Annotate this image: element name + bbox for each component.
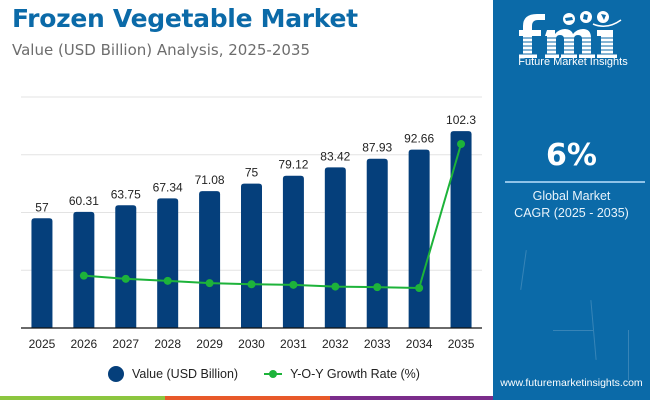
bar-label-2030: 75 [245, 166, 259, 180]
growth-point-2035 [457, 140, 466, 148]
legend: Value (USD Billion) Y-O-Y Growth Rate (%… [108, 366, 446, 382]
x-tick-label-2028: 2028 [154, 337, 181, 351]
x-axis: 2025 2026 2027 2028 2029 2030 2031 2032 2033 2034… [21, 327, 482, 351]
divider [505, 181, 645, 183]
fmi-logo [517, 11, 629, 58]
bar-2032 [324, 167, 346, 328]
growth-point-2026 [79, 271, 88, 280]
bar-label-2026: 60.31 [69, 194, 99, 208]
growth-point-2027 [121, 274, 130, 283]
color-strip-orange [165, 396, 330, 400]
legend-label-value: Value (USD Billion) [132, 367, 239, 381]
growth-point-2031 [289, 280, 298, 289]
website-link[interactable]: www.futuremarketinsights.com [500, 377, 643, 389]
bar-2035 [450, 131, 472, 328]
x-tick-label-2025: 2025 [29, 337, 56, 351]
x-tick-label-2031: 2031 [280, 337, 307, 351]
growth-point-2034 [415, 284, 424, 292]
bar-2030 [241, 183, 262, 328]
color-strip-purple [330, 396, 493, 400]
growth-line-series [79, 140, 466, 292]
bar-series [31, 131, 472, 328]
bar-label-2027: 63.75 [111, 187, 141, 201]
bar-label-2025: 57 [35, 200, 49, 214]
bar-2034 [408, 149, 430, 328]
growth-point-2029 [205, 279, 214, 288]
bar-label-2028: 67.34 [153, 180, 183, 194]
x-tick-label-2034: 2034 [406, 337, 433, 351]
growth-line [83, 143, 463, 290]
cagr-value: 6% [546, 138, 597, 173]
bar-2028 [157, 198, 179, 328]
legend-line-swatch [264, 370, 283, 378]
growth-point-2028 [163, 276, 172, 285]
bar-label-2035: 102.3 [446, 113, 476, 127]
bar-value-labels: 57 60.31 63.75 67.34 71.08 75 79.12 83.42 87.93 9… [35, 113, 476, 214]
logo-text: Future Market Insights [518, 56, 628, 68]
bar-label-2033: 87.93 [362, 141, 392, 155]
bar-2033 [366, 158, 388, 328]
legend-bar-swatch [108, 366, 124, 382]
growth-point-2033 [373, 283, 382, 292]
bar-2029 [199, 191, 221, 328]
x-tick-label-2032: 2032 [322, 337, 349, 351]
sidebar-panel: Future Market Insights 6% Global Market … [493, 0, 650, 400]
legend-label-growth: Y-O-Y Growth Rate (%) [290, 367, 420, 381]
cagr-label: Global Market CAGR (2025 - 2035) [493, 188, 650, 222]
legend-item-growth[interactable]: Y-O-Y Growth Rate (%) [264, 367, 420, 381]
x-tick-label-2029: 2029 [196, 337, 223, 351]
bar-2031 [282, 175, 304, 328]
bar-label-2031: 79.12 [278, 158, 308, 172]
x-tick-label-2030: 2030 [238, 337, 265, 351]
bar-2025 [31, 218, 53, 328]
cagr-label-line1: Global Market [532, 189, 611, 203]
x-tick-label-2033: 2033 [364, 337, 391, 351]
color-strip-green [0, 396, 165, 400]
chart-title: Frozen Vegetable Market [12, 4, 358, 33]
bar-label-2032: 83.42 [320, 149, 350, 163]
growth-point-2030 [247, 280, 256, 289]
bar-2026 [73, 211, 95, 328]
growth-point-2032 [331, 282, 340, 291]
chart-subtitle: Value (USD Billion) Analysis, 2025-2035 [12, 41, 310, 59]
bar-label-2029: 71.08 [195, 173, 225, 187]
bar-2027 [115, 205, 137, 328]
x-tick-label-2026: 2026 [71, 337, 98, 351]
x-tick-label-2035: 2035 [448, 337, 475, 351]
cagr-label-line2: CAGR (2025 - 2035) [514, 206, 629, 220]
x-tick-label-2027: 2027 [112, 337, 139, 351]
bar-line-chart: 57 60.31 63.75 67.34 71.08 75 79.12 83.42 87.93 9… [21, 96, 482, 351]
legend-item-value[interactable]: Value (USD Billion) [108, 366, 238, 382]
bar-label-2034: 92.66 [404, 132, 434, 146]
